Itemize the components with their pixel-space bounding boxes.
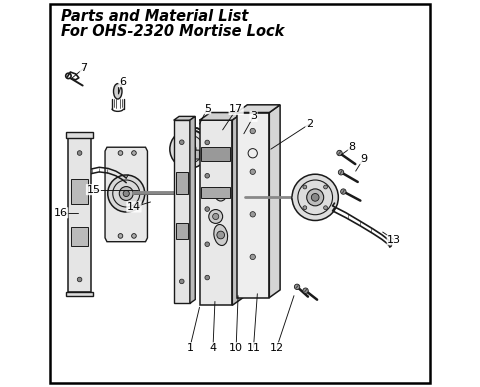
Circle shape bbox=[213, 213, 219, 219]
Polygon shape bbox=[190, 150, 200, 159]
Polygon shape bbox=[237, 113, 269, 298]
Circle shape bbox=[303, 288, 308, 293]
Ellipse shape bbox=[215, 188, 227, 201]
Circle shape bbox=[312, 194, 319, 201]
Polygon shape bbox=[200, 113, 243, 120]
Bar bbox=[176, 223, 188, 239]
Text: 9: 9 bbox=[360, 154, 367, 164]
Circle shape bbox=[132, 151, 136, 155]
Circle shape bbox=[217, 231, 225, 239]
Polygon shape bbox=[200, 120, 232, 305]
Polygon shape bbox=[174, 120, 190, 303]
Circle shape bbox=[250, 212, 255, 217]
Bar bbox=[72, 179, 88, 204]
Circle shape bbox=[324, 185, 327, 189]
Polygon shape bbox=[66, 292, 93, 296]
Polygon shape bbox=[66, 132, 93, 138]
Bar bbox=[72, 227, 88, 246]
Circle shape bbox=[170, 130, 208, 168]
Bar bbox=[176, 172, 188, 194]
Ellipse shape bbox=[113, 84, 122, 99]
Text: 17: 17 bbox=[229, 104, 243, 115]
Circle shape bbox=[341, 189, 346, 194]
Circle shape bbox=[186, 146, 192, 152]
Circle shape bbox=[250, 254, 255, 260]
Circle shape bbox=[338, 170, 344, 175]
Bar bbox=[202, 147, 230, 161]
Circle shape bbox=[120, 187, 133, 200]
Circle shape bbox=[132, 234, 136, 238]
Circle shape bbox=[337, 150, 342, 156]
Text: 1: 1 bbox=[186, 343, 193, 353]
Circle shape bbox=[250, 169, 255, 175]
Text: 12: 12 bbox=[270, 343, 284, 353]
Circle shape bbox=[108, 175, 145, 212]
Circle shape bbox=[292, 174, 338, 221]
Circle shape bbox=[205, 173, 210, 178]
Text: 8: 8 bbox=[348, 142, 355, 152]
Circle shape bbox=[294, 284, 300, 289]
Text: 6: 6 bbox=[119, 77, 126, 87]
Text: 3: 3 bbox=[250, 111, 257, 122]
Circle shape bbox=[250, 128, 255, 134]
Text: 14: 14 bbox=[127, 202, 141, 212]
Circle shape bbox=[118, 151, 123, 155]
Text: 2: 2 bbox=[306, 119, 313, 129]
Polygon shape bbox=[105, 147, 147, 242]
Polygon shape bbox=[69, 138, 91, 292]
Text: 13: 13 bbox=[387, 235, 401, 245]
Text: 10: 10 bbox=[229, 343, 243, 353]
Circle shape bbox=[205, 140, 210, 145]
Circle shape bbox=[303, 206, 307, 210]
Circle shape bbox=[123, 190, 129, 197]
Text: 7: 7 bbox=[80, 63, 87, 73]
Circle shape bbox=[209, 209, 223, 223]
Text: Parts and Material List: Parts and Material List bbox=[60, 9, 248, 24]
Circle shape bbox=[205, 242, 210, 247]
Text: 11: 11 bbox=[247, 343, 261, 353]
Circle shape bbox=[205, 275, 210, 280]
Polygon shape bbox=[269, 105, 280, 298]
Circle shape bbox=[77, 277, 82, 282]
Circle shape bbox=[303, 185, 307, 189]
Circle shape bbox=[324, 206, 327, 210]
Polygon shape bbox=[237, 105, 280, 113]
Circle shape bbox=[180, 279, 184, 284]
Text: 4: 4 bbox=[209, 343, 216, 353]
Text: For OHS-2320 Mortise Lock: For OHS-2320 Mortise Lock bbox=[60, 24, 284, 39]
Polygon shape bbox=[232, 113, 243, 305]
Polygon shape bbox=[174, 116, 195, 120]
Circle shape bbox=[307, 189, 324, 206]
Bar bbox=[202, 187, 230, 198]
Ellipse shape bbox=[214, 224, 228, 245]
Text: 15: 15 bbox=[86, 185, 100, 195]
Circle shape bbox=[77, 151, 82, 155]
Polygon shape bbox=[190, 116, 195, 303]
Circle shape bbox=[205, 207, 210, 211]
Text: 5: 5 bbox=[204, 104, 211, 114]
Circle shape bbox=[118, 234, 123, 238]
Circle shape bbox=[182, 142, 196, 156]
Circle shape bbox=[180, 140, 184, 144]
Text: 16: 16 bbox=[54, 208, 68, 218]
